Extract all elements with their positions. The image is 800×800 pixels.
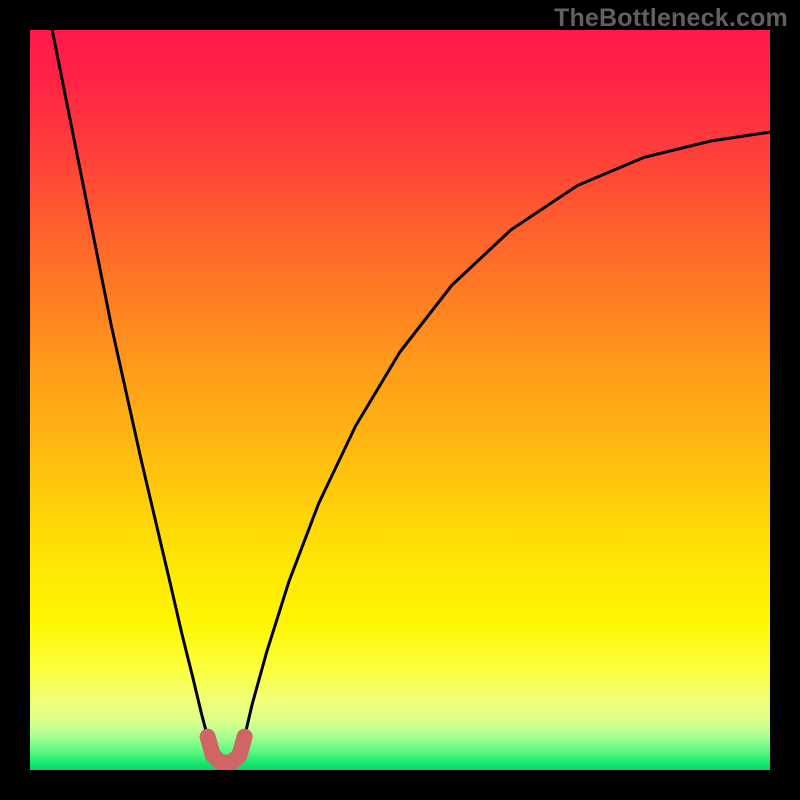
- plot-area: [30, 30, 770, 770]
- chart-frame: TheBottleneck.com: [0, 0, 800, 800]
- plot-svg: [30, 30, 770, 770]
- gradient-background: [30, 30, 770, 770]
- watermark-text: TheBottleneck.com: [554, 4, 788, 33]
